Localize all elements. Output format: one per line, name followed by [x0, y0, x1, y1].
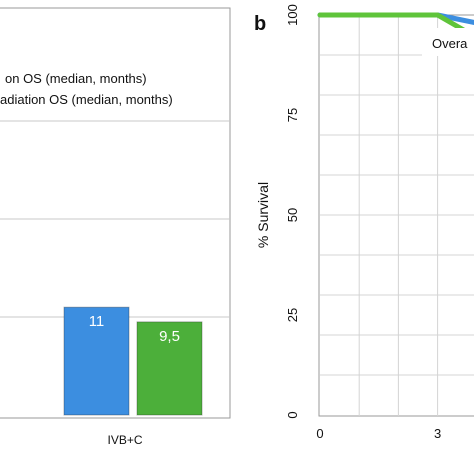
x-tick-label: 3 — [434, 426, 441, 441]
bar-2 — [136, 321, 203, 416]
bar-1 — [63, 306, 130, 416]
x-tick-label: 0 — [316, 426, 323, 441]
legend-entry-1: on OS (median, months) — [5, 71, 147, 86]
x-category-label: IVB+C — [107, 433, 142, 447]
panel-b-label: b — [254, 13, 266, 35]
legend-entry-2: adiation OS (median, months) — [0, 92, 173, 107]
series-line-2 — [317, 12, 474, 39]
panel-a: 119,5 on OS (median, months) adiation OS… — [0, 7, 231, 447]
y-axis-label: % Survival — [255, 182, 271, 248]
bar-value-label-1: 11 — [89, 313, 105, 330]
panel-b-gridlines — [320, 15, 474, 416]
panel-b-x-ticks: 0369 — [316, 426, 441, 441]
y-tick-label: 100 — [285, 4, 300, 26]
y-tick-label: 75 — [285, 108, 300, 122]
panel-b-lines — [317, 12, 474, 39]
legend-overall: Overa — [432, 36, 468, 51]
y-tick-label: 25 — [285, 308, 300, 322]
y-tick-label: 0 — [285, 411, 300, 418]
panel-a-bars: 119,5 — [63, 306, 203, 416]
legend-box — [422, 28, 474, 56]
bar-value-label-2: 9,5 — [159, 328, 180, 345]
y-tick-label: 50 — [285, 208, 300, 222]
panel-b-y-ticks: 0 25 50 75 100 — [285, 4, 300, 418]
